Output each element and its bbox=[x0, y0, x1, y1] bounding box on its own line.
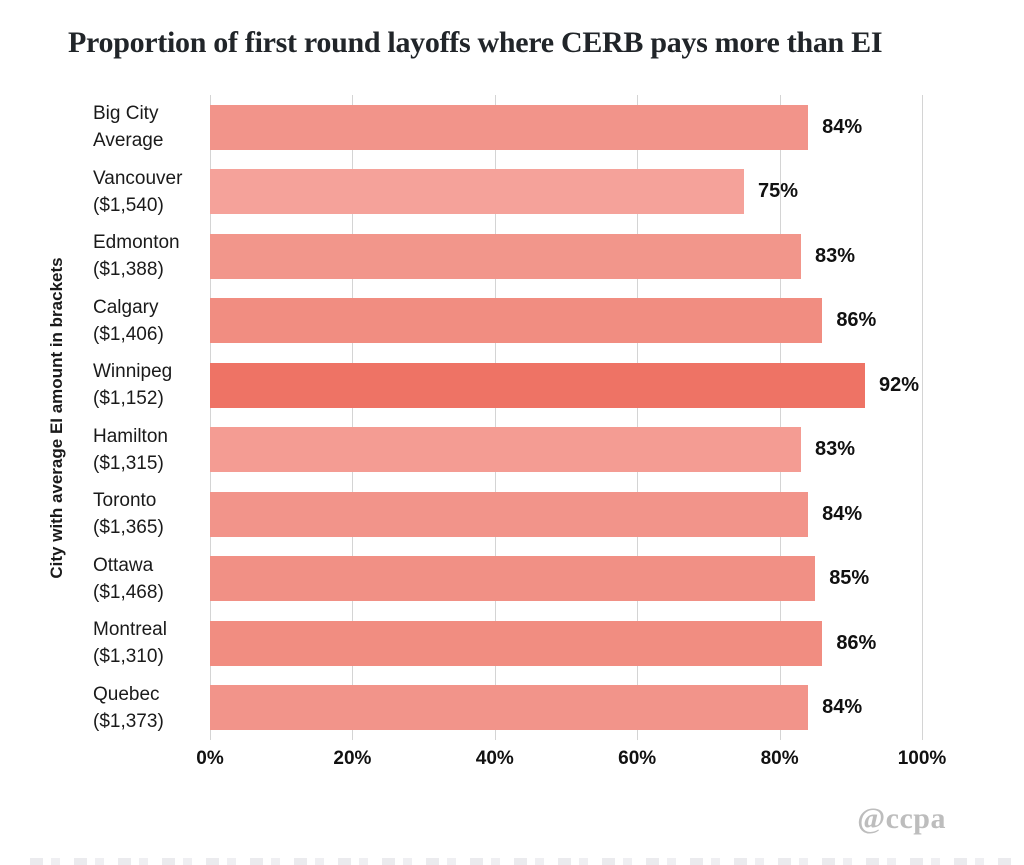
value-label: 92% bbox=[879, 373, 920, 396]
bar-vancouver bbox=[210, 169, 744, 215]
bar-hamilton bbox=[210, 427, 801, 473]
category-label-line: ($1,388) bbox=[93, 259, 164, 281]
x-tick-label: 100% bbox=[897, 748, 947, 769]
category-label-line: ($1,365) bbox=[93, 517, 164, 539]
category-label-line: Calgary bbox=[93, 296, 159, 318]
gridline-40 bbox=[494, 95, 496, 740]
category-label-line: ($1,468) bbox=[93, 581, 164, 603]
category-label-line: Toronto bbox=[93, 490, 157, 512]
category-label: Ottawa ($1,468) bbox=[93, 547, 208, 612]
category-label: Big City Average bbox=[93, 95, 208, 160]
category-label-line: Edmonton bbox=[93, 232, 180, 254]
category-label: Winnipeg ($1,152) bbox=[93, 353, 208, 418]
x-tick-label: 20% bbox=[333, 748, 372, 769]
category-label-line: ($1,152) bbox=[93, 388, 164, 410]
bar-ottawa bbox=[210, 556, 816, 602]
category-label: Vancouver ($1,540) bbox=[93, 160, 208, 225]
value-label: 86% bbox=[836, 309, 877, 332]
x-tick-label: 0% bbox=[196, 748, 224, 769]
x-tick-label: 60% bbox=[618, 748, 657, 769]
value-label: 75% bbox=[758, 180, 799, 203]
watermark: @ccpa bbox=[857, 802, 946, 835]
category-label-line: ($1,310) bbox=[93, 646, 164, 668]
category-label-line: Big City bbox=[93, 103, 159, 125]
bar-big-city bbox=[210, 104, 809, 150]
value-label: 83% bbox=[814, 244, 855, 267]
bar-calgary bbox=[210, 298, 823, 344]
bar-winnipeg bbox=[210, 362, 866, 408]
x-tick-label: 80% bbox=[760, 748, 799, 769]
gridline-80 bbox=[779, 95, 781, 740]
gridline-20 bbox=[352, 95, 354, 740]
category-label: Hamilton ($1,315) bbox=[93, 418, 208, 483]
chart-title: Proportion of first round layoffs where … bbox=[68, 26, 883, 59]
category-label: Toronto ($1,365) bbox=[93, 482, 208, 547]
value-label: 85% bbox=[829, 567, 870, 590]
clipped-caption-strip bbox=[30, 858, 1014, 865]
value-label: 86% bbox=[836, 631, 877, 654]
category-label: Calgary ($1,406) bbox=[93, 289, 208, 354]
category-label-line: Winnipeg bbox=[93, 361, 173, 383]
category-label: Montreal ($1,310) bbox=[93, 611, 208, 676]
gridline-100 bbox=[922, 95, 923, 740]
category-label-line: ($1,540) bbox=[93, 194, 164, 216]
bar-montreal bbox=[210, 620, 823, 666]
bar-quebec bbox=[210, 685, 809, 731]
y-axis-label: City with average EI amount in brackets bbox=[47, 257, 66, 579]
category-label: Edmonton ($1,388) bbox=[93, 224, 208, 289]
value-label: 84% bbox=[822, 115, 863, 138]
value-label: 84% bbox=[822, 696, 863, 719]
category-label-line: ($1,315) bbox=[93, 452, 164, 474]
category-label-line: Vancouver bbox=[93, 167, 183, 189]
category-label-line: Montreal bbox=[93, 619, 167, 641]
category-label-line: Average bbox=[93, 130, 164, 152]
bar-toronto bbox=[210, 491, 809, 537]
value-label: 83% bbox=[814, 438, 855, 461]
value-label: 84% bbox=[822, 502, 863, 525]
gridline-60 bbox=[637, 95, 639, 740]
bar-edmonton bbox=[210, 233, 801, 279]
category-label-line: Quebec bbox=[93, 683, 160, 705]
x-tick-label: 40% bbox=[475, 748, 514, 769]
gridline-0 bbox=[210, 95, 211, 740]
category-label-line: Ottawa bbox=[93, 554, 154, 576]
category-label-line: ($1,373) bbox=[93, 710, 164, 732]
category-label-line: Hamilton bbox=[93, 425, 168, 447]
category-label: Quebec ($1,373) bbox=[93, 676, 208, 741]
category-label-line: ($1,406) bbox=[93, 323, 164, 345]
